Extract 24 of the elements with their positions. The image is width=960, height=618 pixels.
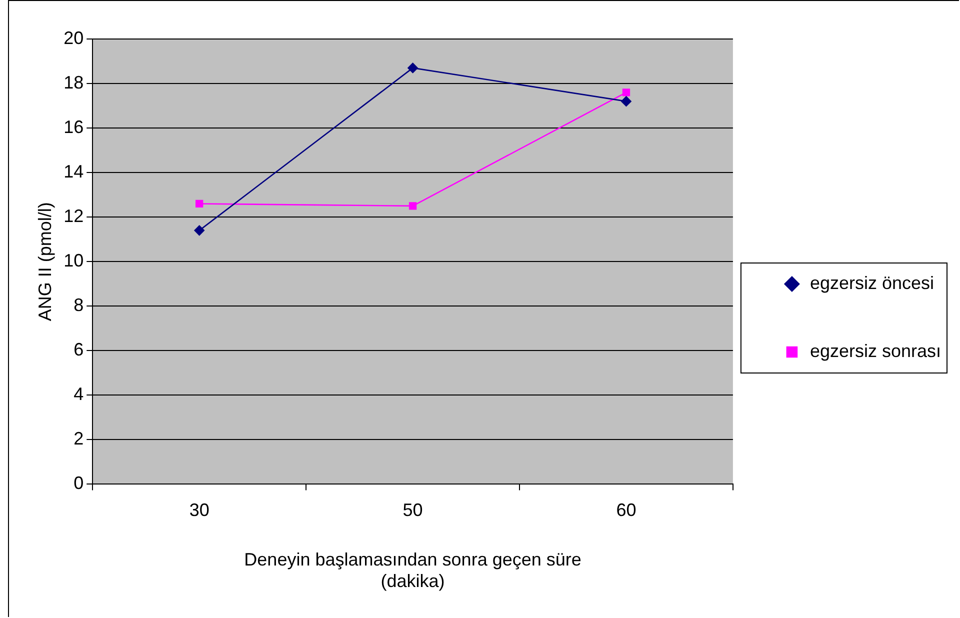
point xyxy=(621,96,632,106)
point xyxy=(408,202,417,210)
y-tick-label: 12 xyxy=(64,206,84,226)
x-tick-label: 60 xyxy=(616,500,636,520)
y-tick-label: 18 xyxy=(64,72,84,92)
y-tick-label: 0 xyxy=(74,473,84,494)
y-tick-label: 2 xyxy=(74,428,84,449)
x-tick-label: 50 xyxy=(402,500,423,520)
y-axis-title: ANG II (pmol/l) xyxy=(34,202,55,322)
point xyxy=(622,88,630,96)
point xyxy=(408,62,418,74)
y-tick-label: 10 xyxy=(64,250,84,271)
y-tick-label: 14 xyxy=(64,162,84,182)
y-tick-label: 16 xyxy=(64,117,84,138)
y-tick-label: 20 xyxy=(64,28,84,48)
legend-label: egzersiz öncesi xyxy=(810,272,934,293)
y-tick-label: 8 xyxy=(74,295,84,316)
point xyxy=(196,200,204,208)
legend-label: egzersiz sonrası xyxy=(810,340,942,361)
y-tick-label: 6 xyxy=(74,340,84,360)
y-tick-label: 4 xyxy=(74,384,84,404)
x-axis-title: Deneyin başlamasından sonra geçen süre (dakika) xyxy=(244,550,582,592)
point xyxy=(194,225,204,236)
x-tick-label: 30 xyxy=(189,500,210,520)
